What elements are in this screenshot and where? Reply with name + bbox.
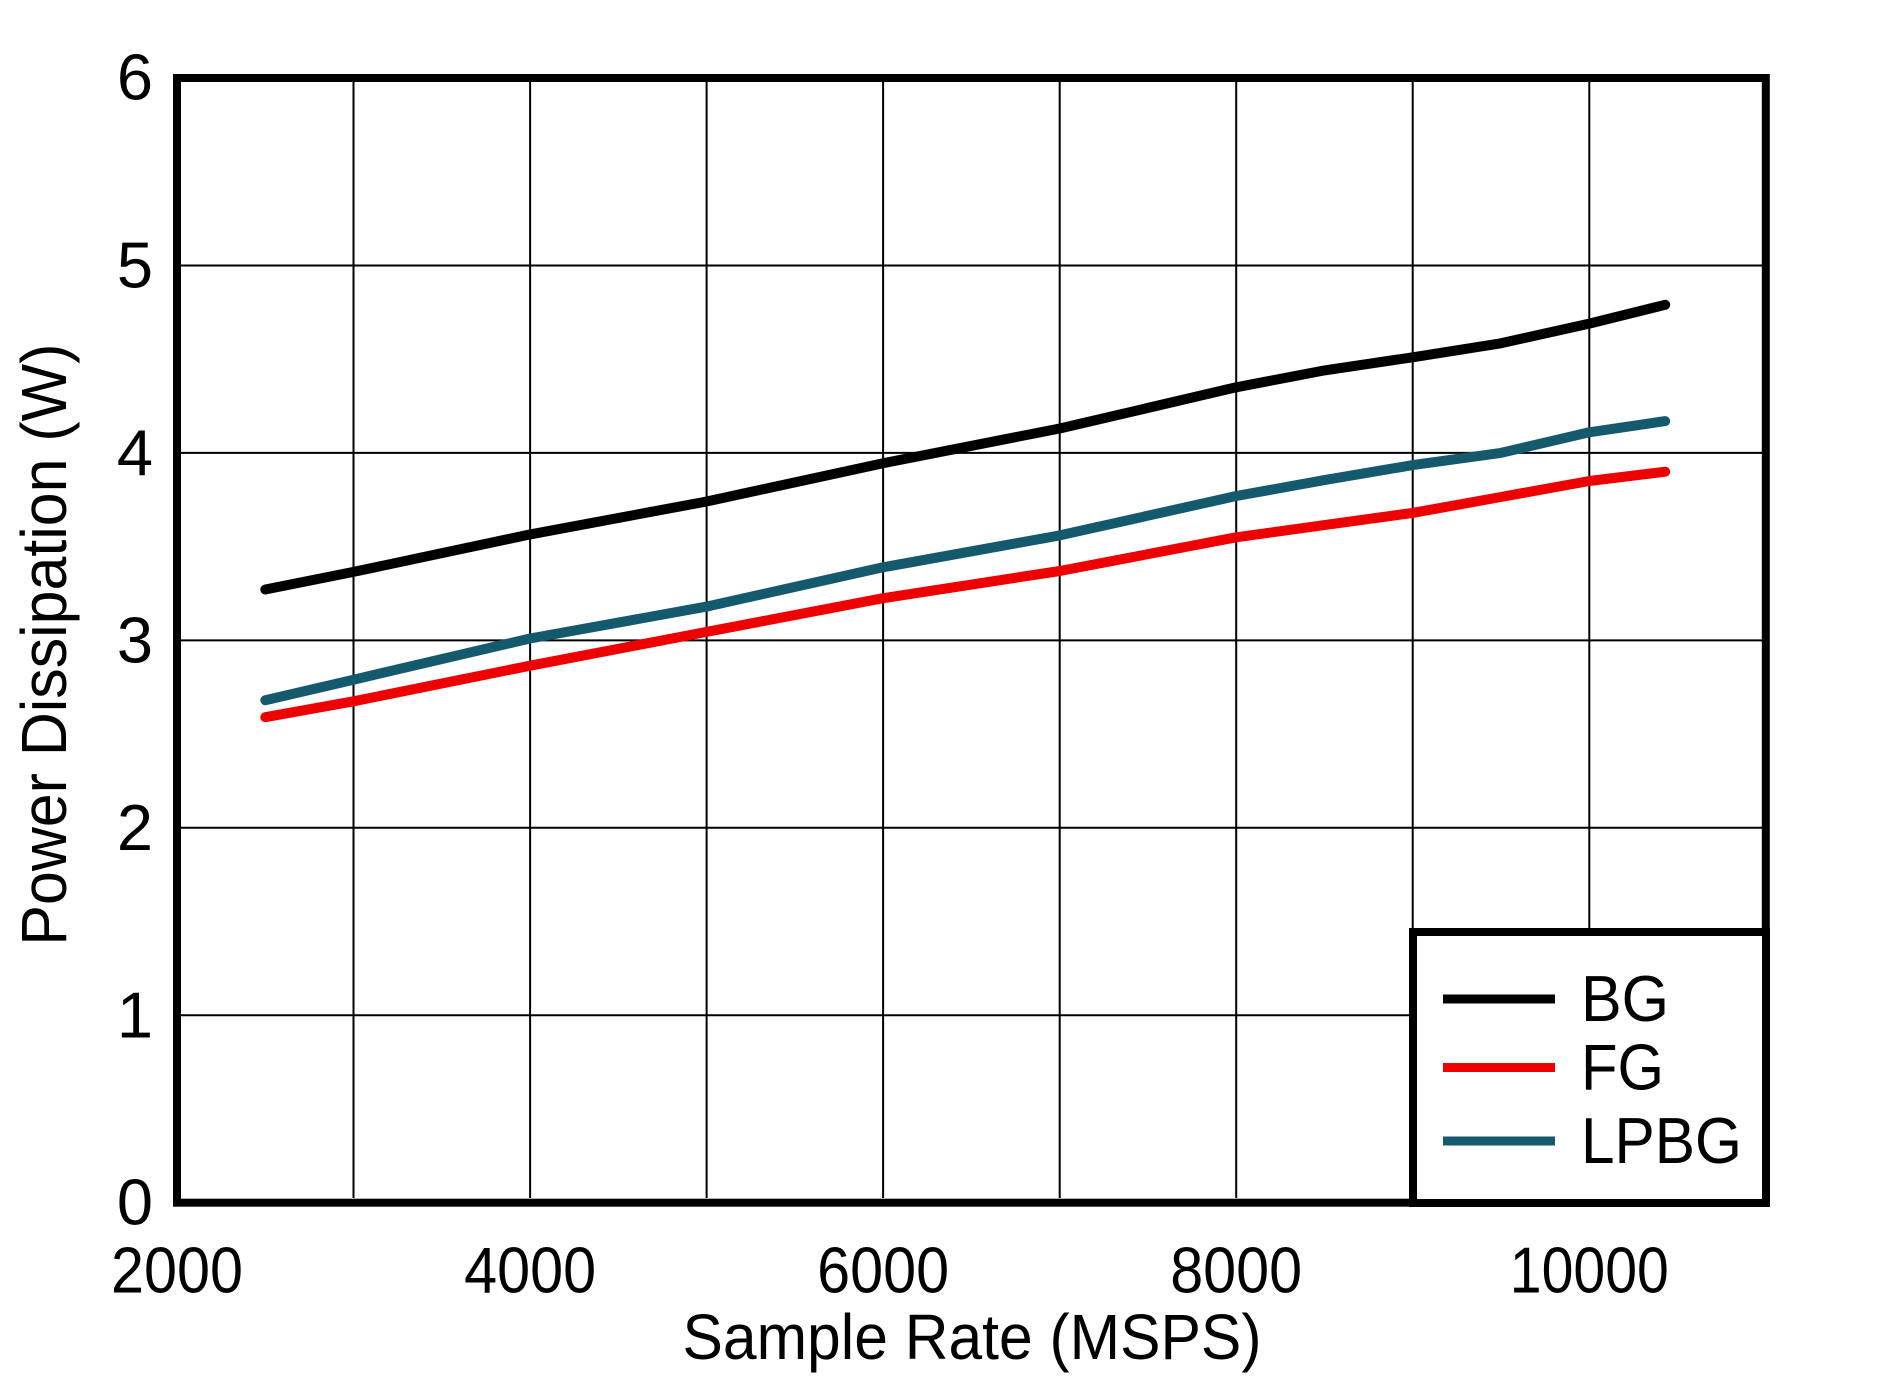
svg-text:6: 6 (117, 41, 153, 114)
svg-text:LPBG: LPBG (1581, 1104, 1742, 1177)
svg-text:FG: FG (1581, 1031, 1664, 1104)
svg-text:3: 3 (117, 603, 153, 676)
svg-text:5: 5 (117, 229, 153, 302)
svg-text:Sample Rate (MSPS): Sample Rate (MSPS) (683, 1301, 1262, 1373)
svg-text:10000: 10000 (1510, 1234, 1669, 1307)
svg-text:1: 1 (117, 978, 153, 1051)
svg-text:6000: 6000 (817, 1234, 949, 1307)
svg-text:8000: 8000 (1170, 1234, 1302, 1307)
svg-text:2: 2 (117, 791, 153, 864)
svg-text:BG: BG (1581, 962, 1669, 1035)
svg-text:4: 4 (117, 416, 153, 489)
svg-text:4000: 4000 (464, 1234, 596, 1307)
svg-text:Power Dissipation (W): Power Dissipation (W) (8, 344, 80, 946)
svg-text:0: 0 (117, 1166, 153, 1239)
svg-text:2000: 2000 (111, 1234, 243, 1307)
